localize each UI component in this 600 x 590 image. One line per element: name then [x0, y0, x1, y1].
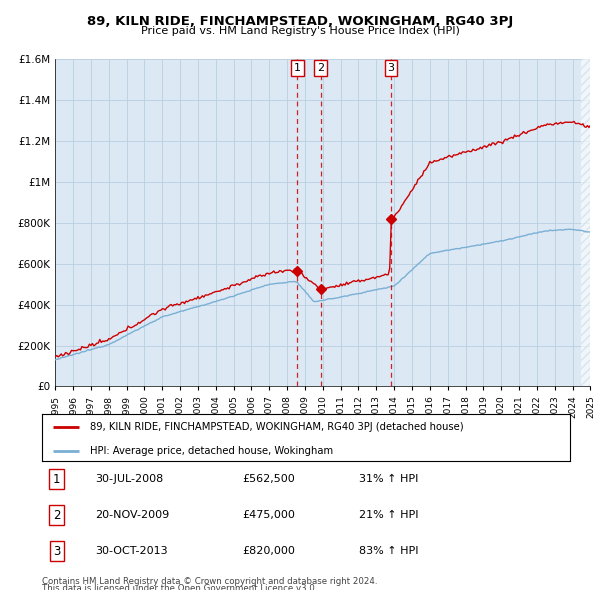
Text: 2: 2 — [317, 63, 325, 73]
Text: Price paid vs. HM Land Registry's House Price Index (HPI): Price paid vs. HM Land Registry's House … — [140, 26, 460, 36]
Bar — [581, 59, 590, 386]
Text: 1: 1 — [53, 473, 61, 486]
Text: 83% ↑ HPI: 83% ↑ HPI — [359, 546, 418, 556]
Text: 1: 1 — [294, 63, 301, 73]
Text: 89, KILN RIDE, FINCHAMPSTEAD, WOKINGHAM, RG40 3PJ: 89, KILN RIDE, FINCHAMPSTEAD, WOKINGHAM,… — [87, 15, 513, 28]
Text: 30-OCT-2013: 30-OCT-2013 — [95, 546, 167, 556]
Text: HPI: Average price, detached house, Wokingham: HPI: Average price, detached house, Woki… — [89, 446, 332, 456]
Text: £475,000: £475,000 — [242, 510, 296, 520]
Text: 31% ↑ HPI: 31% ↑ HPI — [359, 474, 418, 484]
Text: This data is licensed under the Open Government Licence v3.0.: This data is licensed under the Open Gov… — [42, 584, 317, 590]
Text: £820,000: £820,000 — [242, 546, 296, 556]
Text: Contains HM Land Registry data © Crown copyright and database right 2024.: Contains HM Land Registry data © Crown c… — [42, 577, 377, 586]
Text: 3: 3 — [53, 545, 61, 558]
Text: 21% ↑ HPI: 21% ↑ HPI — [359, 510, 418, 520]
Text: 89, KILN RIDE, FINCHAMPSTEAD, WOKINGHAM, RG40 3PJ (detached house): 89, KILN RIDE, FINCHAMPSTEAD, WOKINGHAM,… — [89, 422, 463, 432]
Text: £562,500: £562,500 — [242, 474, 295, 484]
Text: 30-JUL-2008: 30-JUL-2008 — [95, 474, 163, 484]
Text: 3: 3 — [388, 63, 395, 73]
Text: 2: 2 — [53, 509, 61, 522]
Text: 20-NOV-2009: 20-NOV-2009 — [95, 510, 169, 520]
